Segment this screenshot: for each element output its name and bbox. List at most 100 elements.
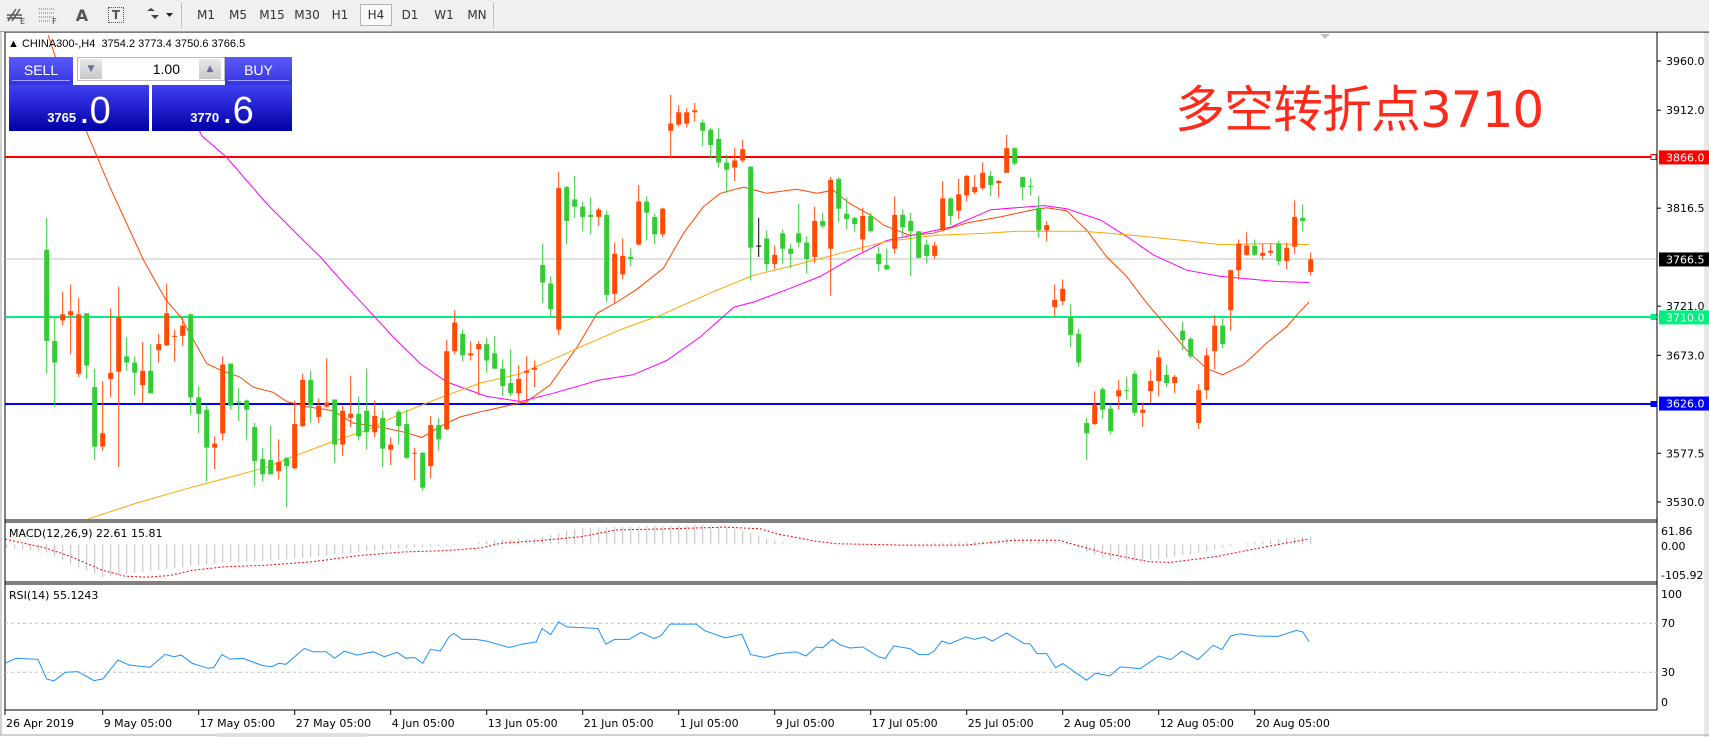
macd-axis-label: 0.00 — [1661, 540, 1686, 553]
price-tick-label: 3816.5 — [1666, 202, 1705, 215]
candle — [108, 308, 114, 398]
timeframe-m1-button[interactable]: M1 — [197, 8, 215, 22]
candle-body — [924, 244, 930, 256]
candle — [956, 178, 962, 219]
rsi-line — [5, 621, 1310, 682]
lot-size-field[interactable]: ▼ 1.00 ▲ — [77, 57, 225, 81]
candle — [1132, 370, 1138, 416]
collapse-arrow-icon[interactable]: ▲ — [8, 38, 22, 50]
lot-size-input[interactable]: 1.00 — [152, 61, 180, 77]
sell-price-main: 3765 — [47, 110, 77, 125]
candle — [692, 103, 698, 122]
sell-button[interactable]: SELL — [9, 57, 73, 85]
candle — [204, 404, 210, 482]
candle-body — [836, 178, 842, 209]
candle — [812, 206, 818, 264]
candle — [420, 451, 426, 491]
candle — [716, 127, 722, 168]
candle — [1124, 376, 1130, 400]
candle-body — [1052, 299, 1058, 308]
sell-price-button[interactable]: 3765.0 — [9, 85, 149, 131]
candle — [148, 344, 154, 394]
candle — [1164, 364, 1170, 388]
candle — [756, 217, 762, 257]
price-tick-label: 3673.0 — [1666, 349, 1705, 362]
horizontal-scrollbar[interactable] — [217, 733, 367, 737]
candle — [52, 317, 58, 407]
rsi-pane — [5, 621, 1657, 682]
candle — [492, 335, 498, 369]
candle — [1020, 176, 1026, 201]
right-edge — [1704, 31, 1709, 737]
candle — [316, 398, 322, 424]
candle — [916, 231, 922, 258]
candle — [1228, 270, 1234, 331]
candle-body — [364, 410, 370, 433]
candle-body — [212, 443, 218, 448]
level-handle — [1650, 314, 1657, 320]
moving-average-line — [86, 230, 1310, 519]
timeframe-w1-button[interactable]: W1 — [434, 8, 454, 22]
buy-price-button[interactable]: 3770.6 — [152, 85, 292, 131]
candle-body — [1220, 325, 1226, 345]
chart-shift-button[interactable]: E — [0, 4, 32, 26]
timeframe-h4-button[interactable]: H4 — [360, 4, 392, 26]
level-price-label: 3626.0 — [1666, 398, 1705, 411]
candle-body — [476, 344, 482, 350]
candle-body — [660, 208, 666, 235]
candle-body — [684, 112, 690, 124]
toolbar-separator — [493, 3, 496, 28]
candle — [844, 197, 850, 230]
candle-body — [884, 265, 890, 270]
price-tick-label: 3721.0 — [1666, 300, 1705, 313]
candle-body — [324, 402, 330, 407]
timeframe-mn-button[interactable]: MN — [467, 8, 487, 22]
time-axis-label: 21 Jun 05:00 — [584, 717, 654, 730]
timeframe-d1-button[interactable]: D1 — [401, 8, 419, 22]
candle — [1212, 315, 1218, 370]
candle-body — [828, 179, 834, 249]
candle — [444, 339, 450, 431]
candle — [428, 415, 434, 479]
level-handle — [1650, 401, 1657, 407]
candle — [284, 456, 290, 508]
candle — [484, 337, 490, 373]
candle — [1180, 321, 1186, 351]
lot-increase-button[interactable]: ▲ — [199, 59, 221, 79]
candle-body — [1268, 250, 1274, 253]
grid-icon: F — [39, 8, 57, 25]
macd-signal-line — [5, 526, 1310, 578]
candle — [508, 349, 514, 397]
timeframe-m30-button[interactable]: M30 — [294, 8, 320, 22]
grid-button[interactable]: F — [32, 4, 64, 26]
chart-annotation-text[interactable]: 多空转折点3710 — [1175, 81, 1544, 139]
candle-body — [1236, 243, 1242, 271]
candle — [1140, 402, 1146, 428]
candle — [748, 166, 754, 281]
candle-body — [980, 172, 986, 189]
candle — [516, 365, 522, 404]
candle-body — [1148, 380, 1154, 392]
text-tool-button[interactable]: A — [66, 4, 98, 26]
candle — [948, 197, 954, 226]
candle-body — [132, 362, 138, 373]
candle-body — [676, 112, 682, 125]
text-label-button[interactable]: T — [100, 4, 132, 26]
arrows-dropdown-button[interactable] — [140, 4, 176, 26]
chart-header: ▲ CHINA300-,H4 3754.2 3773.4 3750.6 3766… — [8, 38, 245, 50]
candle — [972, 174, 978, 195]
candle-body — [188, 314, 194, 398]
candle — [524, 356, 530, 404]
timeframe-m15-button[interactable]: M15 — [259, 8, 285, 22]
timeframe-h1-button[interactable]: H1 — [331, 8, 349, 22]
lot-decrease-button[interactable]: ▼ — [80, 59, 102, 79]
timeframe-m5-button[interactable]: M5 — [229, 8, 247, 22]
candle — [60, 291, 66, 326]
candle-body — [172, 335, 178, 337]
candle-body — [876, 253, 882, 265]
candle-body — [276, 462, 282, 472]
sell-price-fraction: .0 — [79, 90, 111, 132]
candle-body — [892, 214, 898, 249]
buy-button[interactable]: BUY — [225, 57, 292, 85]
